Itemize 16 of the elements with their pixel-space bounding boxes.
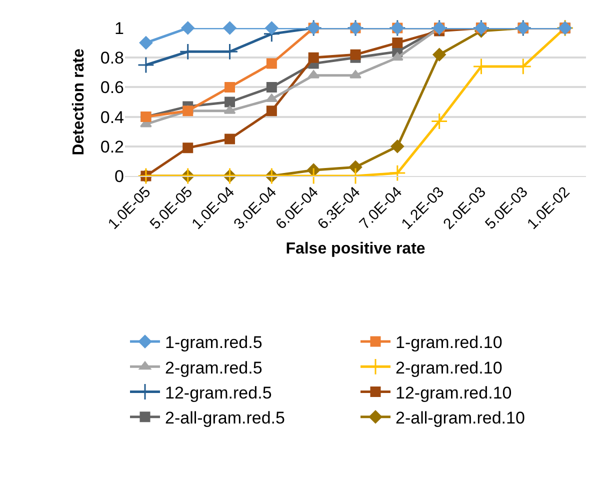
y-tick-label: 0.8: [100, 48, 124, 68]
legend-label: 1-gram.red.5: [165, 333, 262, 352]
y-tick-label: 1: [114, 18, 124, 38]
y-tick-label: 0.6: [100, 78, 124, 98]
legend-label: 12-gram.red.10: [396, 383, 512, 402]
y-tick-label: 0.4: [100, 108, 124, 127]
y-tick-label: 0.2: [100, 137, 124, 156]
legend-label: 2-gram.red.5: [165, 358, 262, 378]
x-axis-title: False positive rate: [286, 240, 426, 258]
legend-label: 2-all-gram.red.10: [396, 408, 525, 428]
y-tick-label: 0: [114, 166, 124, 186]
y-axis-title: Detection rate: [70, 48, 88, 156]
legend-label: 2-all-gram.red.5: [165, 408, 285, 428]
legend-label: 12-gram.red.5: [165, 383, 272, 402]
legend-label: 1-gram.red.10: [396, 333, 502, 352]
legend-label: 2-gram.red.10: [396, 358, 502, 378]
